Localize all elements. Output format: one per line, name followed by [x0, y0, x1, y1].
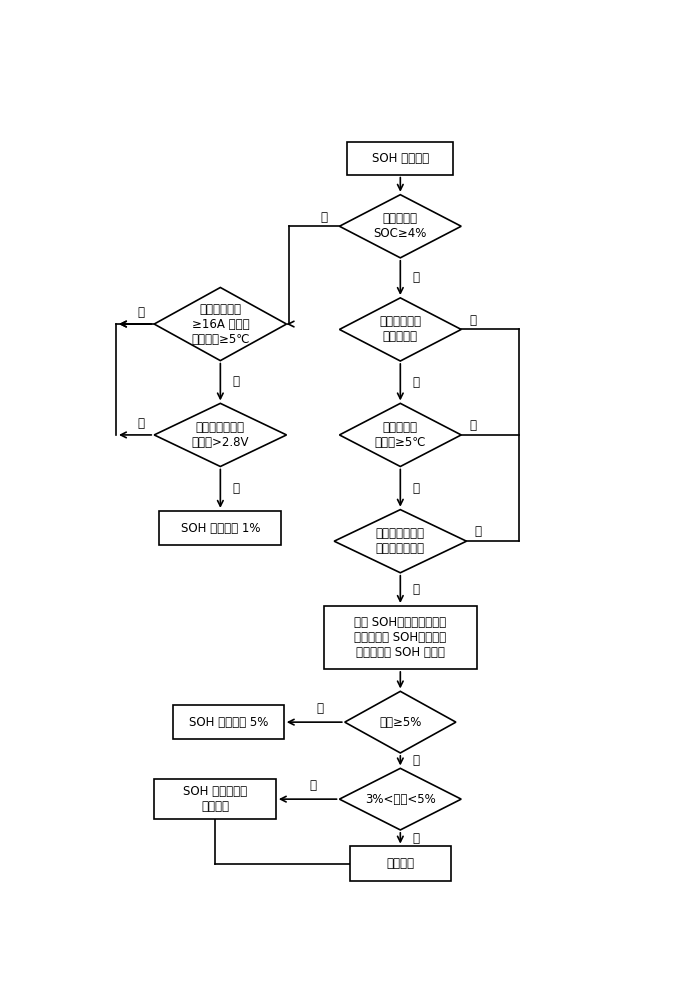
Text: 3%<差异<5%: 3%<差异<5% — [365, 793, 436, 806]
Text: 否: 否 — [137, 306, 144, 319]
Text: 是: 是 — [413, 376, 419, 389]
Text: 是否放电电流
≥16A 且单体
最低温度≥5℃: 是否放电电流 ≥16A 且单体 最低温度≥5℃ — [191, 303, 249, 346]
Text: 否: 否 — [469, 419, 476, 432]
Text: 是: 是 — [232, 482, 240, 495]
Text: 是: 是 — [232, 375, 240, 388]
Text: 差异≥5%: 差异≥5% — [379, 716, 421, 729]
FancyBboxPatch shape — [173, 705, 284, 739]
Text: 是否放电至单
体电压切断: 是否放电至单 体电压切断 — [379, 315, 421, 343]
Text: SOH 反向修正 1%: SOH 反向修正 1% — [180, 522, 260, 535]
Text: SOH 正向修正实
際衰减値: SOH 正向修正实 際衰减値 — [183, 785, 247, 813]
Text: 是否放电至
SOC≥4%: 是否放电至 SOC≥4% — [374, 212, 427, 240]
Polygon shape — [154, 287, 287, 361]
Text: 否: 否 — [137, 417, 144, 430]
Polygon shape — [339, 403, 461, 467]
FancyBboxPatch shape — [160, 511, 281, 545]
Text: 是: 是 — [309, 779, 316, 792]
Text: SOH 修正判断: SOH 修正判断 — [372, 152, 429, 165]
Polygon shape — [154, 403, 287, 467]
Polygon shape — [339, 195, 461, 258]
Text: 是: 是 — [413, 482, 419, 495]
Polygon shape — [339, 298, 461, 361]
FancyBboxPatch shape — [348, 142, 454, 175]
Text: 单体最低温
度是否≥5℃: 单体最低温 度是否≥5℃ — [374, 421, 426, 449]
Text: 修正 SOH，通过充电容量
计算此时的 SOH，与上一
次计算出的 SOH 比较。: 修正 SOH，通过充电容量 计算此时的 SOH，与上一 次计算出的 SOH 比较… — [354, 616, 447, 659]
Text: 是: 是 — [413, 583, 419, 596]
Polygon shape — [339, 768, 461, 830]
Text: 不做修正: 不做修正 — [387, 857, 415, 870]
Text: 否: 否 — [413, 832, 419, 845]
Text: 否: 否 — [475, 525, 482, 538]
FancyBboxPatch shape — [350, 846, 451, 881]
FancyBboxPatch shape — [324, 606, 477, 669]
Text: 是: 是 — [316, 702, 323, 715]
Text: 否: 否 — [413, 754, 419, 767]
Text: 否: 否 — [320, 211, 327, 224]
FancyBboxPatch shape — [154, 779, 276, 819]
Text: 动态最低单体电
压是否>2.8V: 动态最低单体电 压是否>2.8V — [192, 421, 249, 449]
Polygon shape — [334, 510, 466, 573]
Text: 是: 是 — [413, 271, 419, 284]
Text: 是否充电至单体
最高电压截止点: 是否充电至单体 最高电压截止点 — [376, 527, 425, 555]
Text: SOH 正向修正 5%: SOH 正向修正 5% — [189, 716, 268, 729]
Polygon shape — [345, 691, 456, 753]
Text: 否: 否 — [469, 314, 476, 327]
